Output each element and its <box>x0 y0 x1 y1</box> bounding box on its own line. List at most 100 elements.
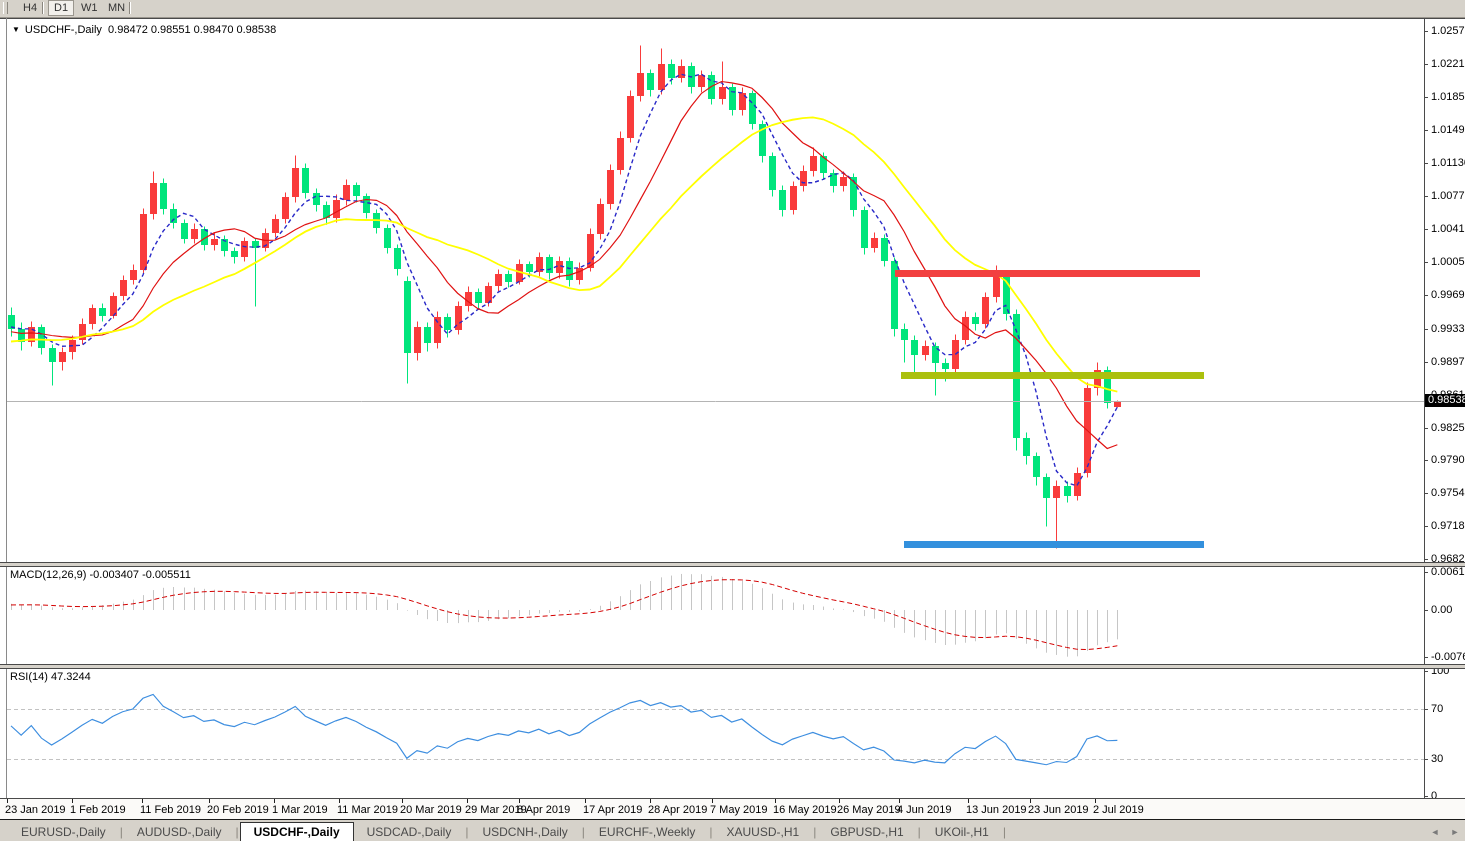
tab-separator: | <box>813 825 817 839</box>
rsi-panel-canvas[interactable] <box>7 667 1424 797</box>
date-axis-tick <box>712 799 713 803</box>
chart-tab-ukoil-h1[interactable]: UKOil-,H1 <box>934 825 989 839</box>
macd-panel-canvas[interactable] <box>7 565 1424 664</box>
main-chart-canvas[interactable] <box>7 19 1424 562</box>
price-axis-label: 1.02210 <box>1431 58 1465 70</box>
date-axis-tick <box>142 799 143 803</box>
price-axis-tick <box>1424 163 1428 164</box>
date-axis-tick <box>1030 799 1031 803</box>
date-axis-tick <box>402 799 403 803</box>
date-axis-label: 29 Mar 2019 <box>465 804 527 816</box>
rsi-axis-label: 30 <box>1431 753 1444 765</box>
date-axis-label: 1 Mar 2019 <box>272 804 328 816</box>
date-axis-tick <box>209 799 210 803</box>
toolbar-drag-handle[interactable] <box>3 2 8 14</box>
rsi-axis-label: 0 <box>1431 790 1438 802</box>
timeframe-button-mn[interactable]: MN <box>108 2 126 14</box>
date-axis-label: 28 Apr 2019 <box>648 804 708 816</box>
chart-tab-eurusd-daily[interactable]: EURUSD-,Daily <box>21 825 106 839</box>
price-axis-tick <box>1424 295 1428 296</box>
chart-tab-usdchf-daily[interactable]: USDCHF-,Daily <box>239 822 354 841</box>
chart-tab-eurchf-weekly[interactable]: EURCHF-,Weekly <box>598 825 696 839</box>
rsi-indicator-label: RSI(14) 47.3244 <box>10 671 91 683</box>
tab-separator: | <box>235 825 239 839</box>
chart-tab-audusd-daily[interactable]: AUDUSD-,Daily <box>136 825 222 839</box>
date-axis-tick <box>519 799 520 803</box>
date-axis-label: 7 May 2019 <box>710 804 768 816</box>
date-axis-tick <box>274 799 275 803</box>
date-axis-tick <box>1095 799 1096 803</box>
symbol-dropdown-icon[interactable]: ▼ <box>12 25 20 34</box>
date-axis-label: 1 Feb 2019 <box>70 804 126 816</box>
current-price-tag: 0.98538 <box>1425 394 1465 407</box>
date-axis-tick <box>72 799 73 803</box>
date-axis-tick <box>585 799 586 803</box>
price-axis-tick <box>1424 493 1428 494</box>
chart-symbol-label: USDCHF-,Daily <box>24 24 102 36</box>
chart-tab-usdcnh-daily[interactable]: USDCNH-,Daily <box>482 825 568 839</box>
date-axis-tick <box>775 799 776 803</box>
date-axis-tick <box>339 799 340 803</box>
chart-tab-usdcad-daily[interactable]: USDCAD-,Daily <box>366 825 452 839</box>
timeframe-button-d1[interactable]: D1 <box>48 0 75 16</box>
price-axis-tick <box>1424 64 1428 65</box>
price-axis-label: 1.01850 <box>1431 91 1465 103</box>
date-axis-label: 20 Mar 2019 <box>400 804 462 816</box>
rsi-axis-tick <box>1424 671 1428 672</box>
price-axis-tick <box>1424 262 1428 263</box>
rsi-axis-tick <box>1424 759 1428 760</box>
timeframe-button-h4[interactable]: H4 <box>23 2 38 14</box>
rsi-indicator-value: 47.3244 <box>50 671 91 683</box>
tab-separator: | <box>581 825 585 839</box>
tab-separator: | <box>917 825 921 839</box>
price-axis-tick <box>1424 130 1428 131</box>
tab-scroll-left-icon[interactable]: ◄ <box>1430 827 1440 837</box>
price-axis-tick <box>1424 559 1428 560</box>
rsi-axis-tick <box>1424 796 1428 797</box>
chart-title: ▼ USDCHF-,Daily 0.98472 0.98551 0.98470 0… <box>12 24 276 37</box>
macd-axis-tick <box>1424 657 1428 658</box>
price-axis-label: 1.01490 <box>1431 124 1465 136</box>
date-axis-tick <box>899 799 900 803</box>
macd-indicator-label: MACD(12,26,9) -0.003407 -0.005511 <box>10 569 191 581</box>
rsi-axis-tick <box>1424 709 1428 710</box>
date-axis-label: 11 Feb 2019 <box>140 804 201 816</box>
macd-axis-label: -0.007612 <box>1431 651 1465 663</box>
chart-tab-bar: EURUSD-,Daily | AUDUSD-,Daily | USDCHF-,Dail… <box>0 819 1465 841</box>
date-axis-tick <box>650 799 651 803</box>
panel-divider-macd[interactable] <box>0 562 1465 567</box>
price-axis-tick <box>1424 229 1428 230</box>
date-axis-label: 20 Feb 2019 <box>207 804 269 816</box>
price-axis-label: 1.00410 <box>1431 223 1465 235</box>
chart-tab-gbpusd-h1[interactable]: GBPUSD-,H1 <box>830 825 904 839</box>
chart-tab-xauusd-h1[interactable]: XAUUSD-,H1 <box>726 825 800 839</box>
date-axis-label: 8 Apr 2019 <box>517 804 571 816</box>
price-axis-tick <box>1424 460 1428 461</box>
tab-scroll-right-icon[interactable]: ► <box>1450 827 1460 837</box>
price-axis-tick <box>1424 31 1428 32</box>
panel-divider-rsi[interactable] <box>0 664 1465 669</box>
macd-axis-tick <box>1424 572 1428 573</box>
price-axis-tick <box>1424 362 1428 363</box>
date-axis-label: 23 Jan 2019 <box>5 804 66 816</box>
date-axis-tick <box>968 799 969 803</box>
date-axis[interactable]: 23 Jan 2019 1 Feb 2019 11 Feb 2019 20 Feb 2… <box>0 798 1465 819</box>
timeframe-button-w1[interactable]: W1 <box>81 2 98 14</box>
rsi-axis-label: 70 <box>1431 703 1444 715</box>
chart-window-left-border <box>6 18 7 818</box>
date-axis-label: 26 May 2019 <box>837 804 901 816</box>
price-axis-label: 1.00770 <box>1431 190 1465 202</box>
macd-axis-tick <box>1424 610 1428 611</box>
date-axis-label: 16 May 2019 <box>773 804 837 816</box>
price-axis-tick <box>1424 428 1428 429</box>
tab-separator: | <box>465 825 469 839</box>
macd-axis-label: 0.00613 <box>1431 566 1465 578</box>
price-axis-tick <box>1424 526 1428 527</box>
tab-separator: | <box>709 825 713 839</box>
